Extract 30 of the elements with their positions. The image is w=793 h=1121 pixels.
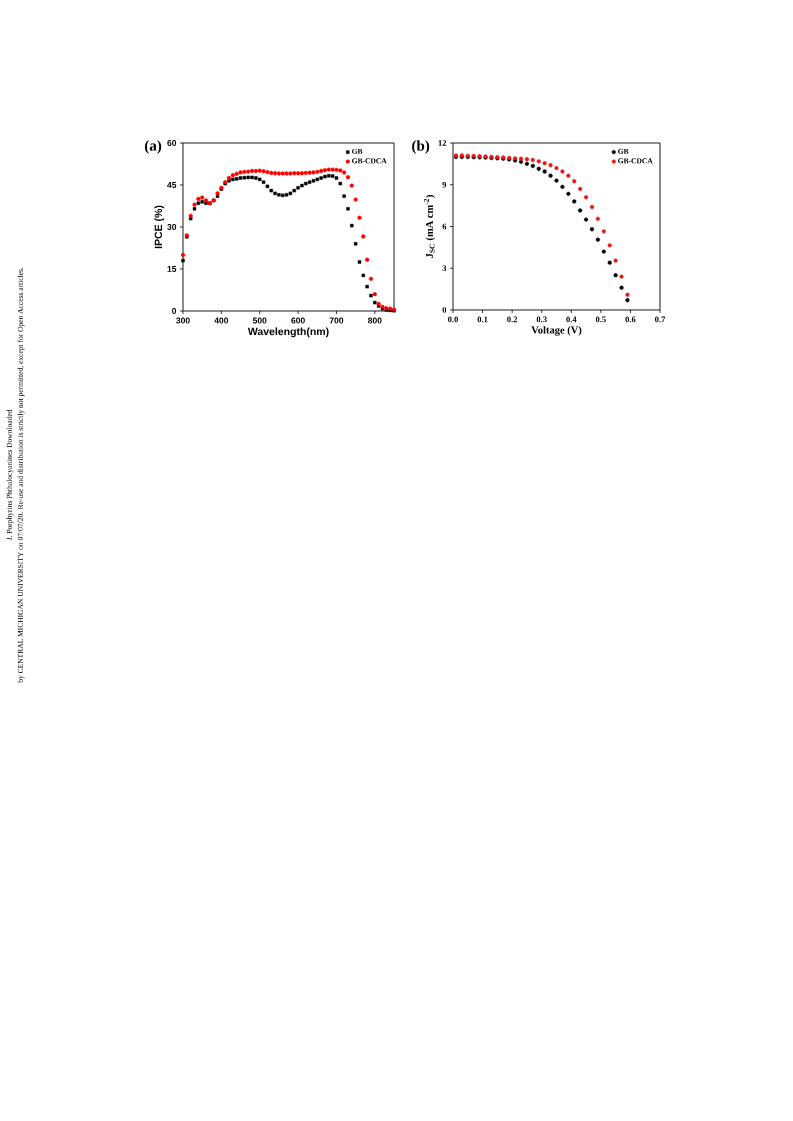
y-tick-label: 45 xyxy=(167,182,177,188)
y-tick-label: 15 xyxy=(167,266,177,272)
x-axis-title: Wavelength(nm) xyxy=(247,327,329,338)
y-tick-label: 30 xyxy=(167,223,177,230)
y-axis-title: J$_{SC}$ (mA cm$^{-2}$) xyxy=(424,195,436,258)
chart-title: (a) xyxy=(144,140,162,154)
y-axis-title: IPCE (%) xyxy=(154,205,165,249)
x-tick-label: 0.1 xyxy=(477,316,488,323)
x-tick-label: 0.7 xyxy=(655,316,666,323)
x-tick-label: 0.5 xyxy=(595,316,606,323)
y-tick-label: 9 xyxy=(442,181,447,188)
x-tick-label: 500 xyxy=(252,317,267,324)
y-tick-label: 12 xyxy=(438,140,447,146)
x-tick-label: 0.0 xyxy=(448,316,458,323)
y-tick-label: 60 xyxy=(167,139,177,146)
x-tick-label: 300 xyxy=(176,317,190,324)
x-axis-title: Voltage (V) xyxy=(531,326,582,336)
x-tick-label: 400 xyxy=(214,317,229,324)
x-tick-label: 600 xyxy=(291,317,305,324)
y-tick-label: 6 xyxy=(442,223,447,230)
y-tick-label: 0 xyxy=(442,307,447,313)
x-tick-label: 0.2 xyxy=(507,316,518,323)
x-tick-label: 0.4 xyxy=(566,316,577,323)
x-tick-label: 800 xyxy=(368,317,382,324)
y-tick-label: 3 xyxy=(442,265,447,272)
x-tick-label: 700 xyxy=(329,317,344,324)
chart-title: (b) xyxy=(412,140,430,154)
x-tick-label: 0.3 xyxy=(536,316,547,323)
y-tick-label: 0 xyxy=(172,307,177,314)
x-tick-label: 0.6 xyxy=(625,316,636,323)
